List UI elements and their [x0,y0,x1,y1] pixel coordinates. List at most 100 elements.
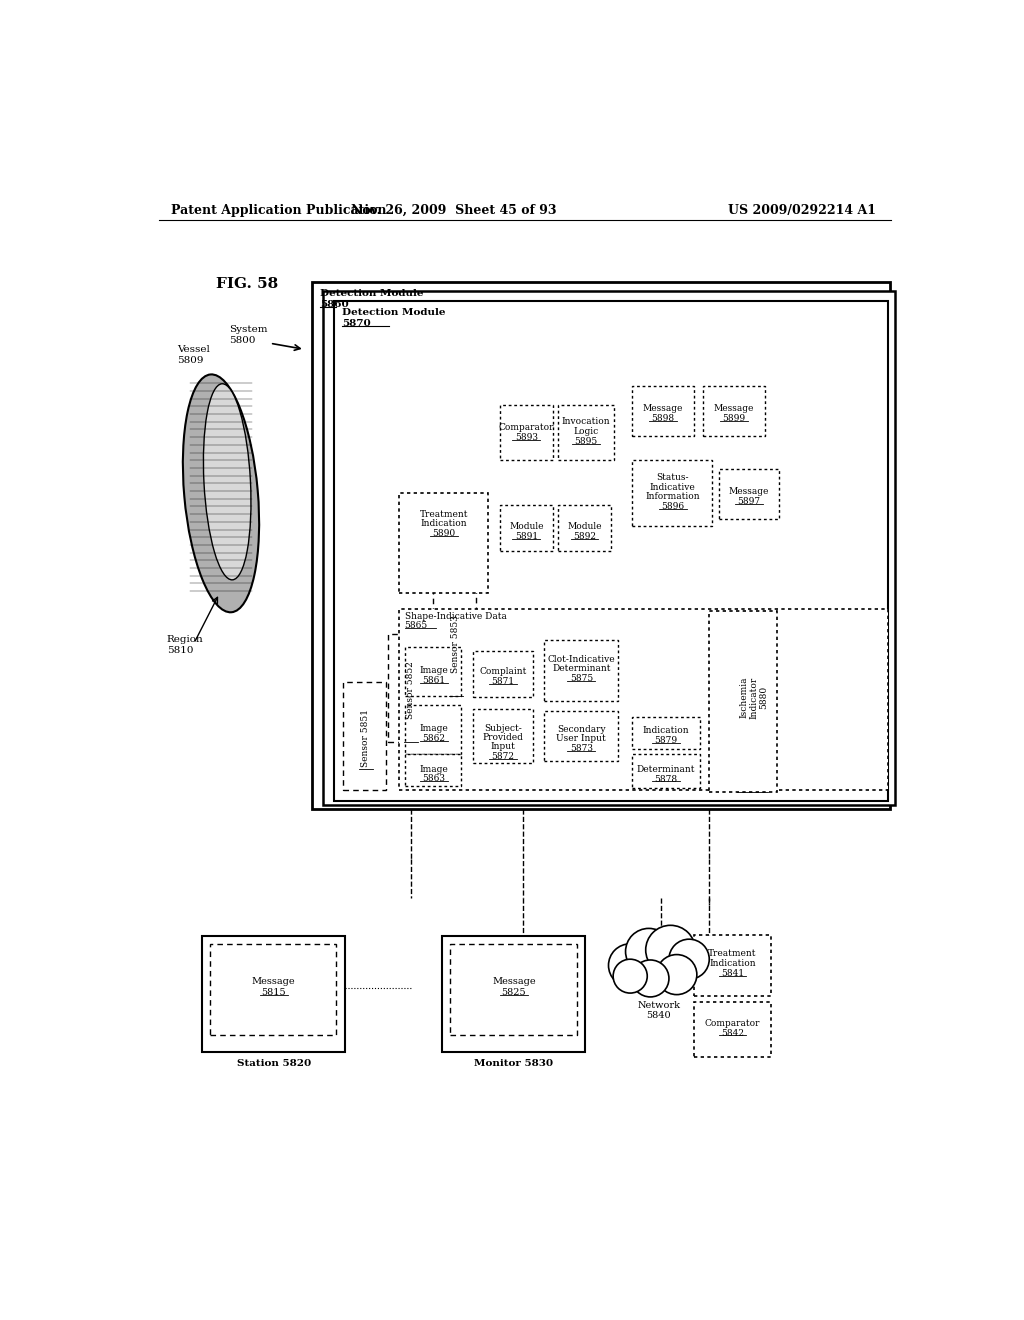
Bar [544,640,617,701]
Text: 5815: 5815 [261,987,286,997]
Text: 5800: 5800 [228,335,255,345]
Bar [406,705,461,754]
Circle shape [646,925,695,974]
Text: Determinant: Determinant [637,764,695,774]
Text: 5873: 5873 [570,743,593,752]
Text: 5897: 5897 [737,498,761,507]
Text: 5892: 5892 [573,532,596,541]
Text: 5893: 5893 [515,433,538,442]
Text: Treatment: Treatment [709,949,757,958]
Bar [202,936,345,1052]
Text: Module: Module [567,521,602,531]
Text: 5865: 5865 [404,622,428,630]
Bar [388,635,431,742]
Circle shape [632,960,669,997]
Text: Ischemia: Ischemia [739,677,749,718]
Text: Image: Image [420,667,449,675]
Text: 5898: 5898 [651,414,675,424]
Text: Network: Network [637,1001,680,1010]
Bar [451,944,577,1035]
Text: 5825: 5825 [502,987,526,997]
Bar [544,711,617,762]
Text: 5878: 5878 [654,775,678,784]
Text: Message: Message [643,404,683,413]
Text: Sensor 5852: Sensor 5852 [407,661,416,719]
Text: Comparator: Comparator [499,424,554,433]
Bar [442,936,586,1052]
Text: 5809: 5809 [177,355,204,364]
Text: Detection Module: Detection Module [342,308,445,317]
Text: Subject-: Subject- [484,723,522,733]
Bar [632,385,693,436]
Text: 5841: 5841 [721,969,744,978]
Bar [399,609,888,789]
Bar [324,290,895,805]
Text: Module: Module [509,521,544,531]
Bar [334,301,888,801]
Text: Invocation: Invocation [562,417,610,426]
Text: Secondary: Secondary [557,725,605,734]
Bar [500,405,553,461]
Text: Sensor 5853: Sensor 5853 [452,615,461,673]
Text: Indicative: Indicative [650,483,695,491]
Text: Provided: Provided [482,733,523,742]
Text: Input: Input [490,742,515,751]
Text: System: System [228,325,267,334]
Text: 5895: 5895 [574,437,598,446]
Bar [632,754,700,788]
Text: Indicator: Indicator [750,676,759,718]
Ellipse shape [183,375,259,612]
Text: Region: Region [167,635,204,644]
Bar [406,754,461,785]
Text: 5890: 5890 [432,529,456,537]
Bar [399,494,488,594]
Text: Message: Message [493,977,536,986]
Bar [500,506,553,552]
Bar [703,385,765,436]
Text: US 2009/0292214 A1: US 2009/0292214 A1 [728,205,877,218]
Ellipse shape [204,384,251,579]
Text: Message: Message [729,487,769,496]
Bar [343,682,386,789]
Text: Monitor 5830: Monitor 5830 [474,1059,554,1068]
Bar [473,651,532,697]
Text: Image: Image [420,723,449,733]
Bar [312,281,890,809]
Text: Detection Module: Detection Module [321,289,424,297]
Text: Logic: Logic [573,428,599,436]
Bar [719,469,779,519]
Text: 5891: 5891 [515,532,538,541]
Bar [632,461,713,525]
Text: Nov. 26, 2009  Sheet 45 of 93: Nov. 26, 2009 Sheet 45 of 93 [351,205,556,218]
Text: User Input: User Input [556,734,606,743]
Text: Indication: Indication [421,519,468,528]
Text: Vessel: Vessel [177,345,210,354]
Text: 5871: 5871 [492,677,515,686]
Text: Station 5820: Station 5820 [237,1059,311,1068]
Text: 5862: 5862 [423,734,445,743]
Text: Treatment: Treatment [420,510,468,519]
Bar [433,589,476,696]
Text: 5810: 5810 [167,645,194,655]
Bar [406,647,461,696]
Text: 5860: 5860 [321,300,349,309]
Text: 5872: 5872 [492,752,515,762]
Text: Status-: Status- [656,474,689,482]
Bar [693,935,771,997]
Text: Message: Message [714,404,755,413]
Bar [473,709,532,763]
Bar [558,405,614,461]
Text: Comparator: Comparator [705,1019,760,1027]
Text: FIG. 58: FIG. 58 [216,277,278,290]
Bar [210,944,337,1035]
Bar [693,1002,771,1057]
Bar [632,717,700,748]
Circle shape [613,960,647,993]
Text: 5879: 5879 [654,737,678,744]
Bar [710,611,777,792]
Text: 5840: 5840 [646,1011,671,1020]
Text: Sensor 5851: Sensor 5851 [361,709,371,767]
Circle shape [656,954,697,995]
Text: 5863: 5863 [423,774,445,783]
Text: Image: Image [420,764,449,774]
